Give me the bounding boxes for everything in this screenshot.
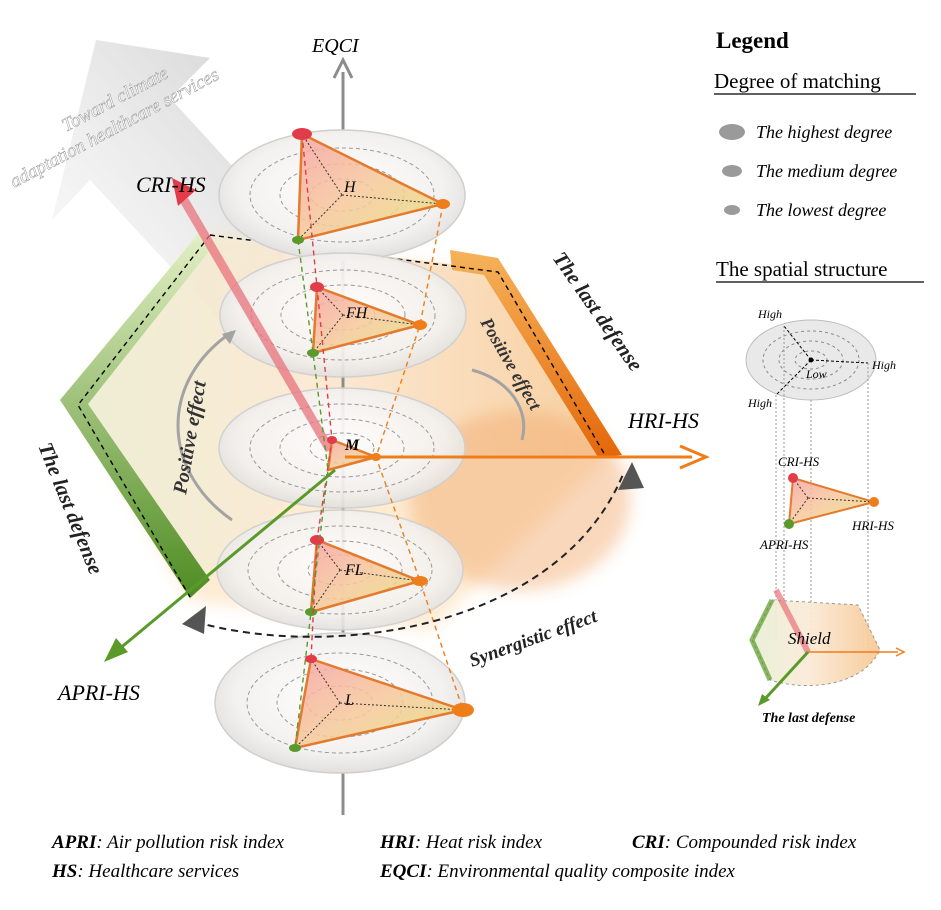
structure-high-top: High	[757, 307, 782, 321]
layer-label-m: M	[344, 437, 360, 454]
lowest-degree-label: The lowest degree	[756, 200, 886, 220]
definition-eqci: EQCI: Environmental quality composite in…	[380, 861, 735, 882]
layer-label-fh: FH	[345, 305, 369, 322]
synergistic-effect-arc	[195, 471, 625, 638]
apri-hs-arrowhead	[104, 638, 128, 662]
positive-effect-arrowhead-left	[222, 330, 236, 344]
structure-cri-label: CRI-HS	[778, 454, 820, 469]
structure-triangle	[784, 473, 879, 529]
shield-outline	[77, 234, 606, 598]
structure-title: The spatial structure	[716, 257, 887, 281]
last-defense-band-right	[450, 250, 622, 457]
legend-title: Legend	[716, 28, 789, 53]
definition-hri: HRI: Heat risk index	[380, 832, 543, 853]
layer-label-l: L	[344, 692, 354, 709]
triangle-fh	[307, 282, 427, 357]
eqci-arrowhead	[332, 56, 354, 79]
medium-degree-label: The medium degree	[756, 161, 897, 181]
triangle-l	[289, 655, 474, 752]
medium-degree-marker	[722, 165, 742, 177]
synergistic-effect-label: Synergistic effect	[467, 606, 601, 672]
definition-apri: APRI: Air pollution risk index	[52, 832, 284, 853]
structure-shield-label: Shield	[788, 629, 831, 648]
apri-hs-label: APRI-HS	[56, 680, 140, 705]
last-defense-band-left	[60, 232, 210, 598]
structure-low: Low	[805, 367, 827, 381]
structure-hri-label: HRI-HS	[851, 518, 894, 533]
cri-hs-axis	[180, 197, 334, 453]
lowest-degree-marker	[724, 205, 740, 215]
highest-degree-marker	[719, 124, 745, 140]
eqci-axis-label: EQCI	[311, 35, 360, 57]
definition-hs: HS: Healthcare services	[52, 861, 240, 882]
structure-disc	[745, 319, 877, 401]
triangle-fl	[305, 535, 428, 616]
structure-shield	[749, 588, 906, 706]
hri-hs-arrowhead	[679, 444, 710, 470]
layer-label-fl: FL	[344, 562, 364, 579]
structure-high-right: High	[871, 358, 896, 372]
layer-label-h: H	[343, 179, 357, 196]
apri-hs-axis	[117, 468, 336, 652]
structure-last-defense-label: The last defense	[762, 711, 855, 726]
cri-hs-arrowhead	[172, 178, 196, 206]
last-defense-label-left: The last defense	[33, 439, 108, 578]
cri-hs-label: CRI-HS	[136, 172, 206, 197]
positive-effect-arc-right	[471, 368, 526, 441]
last-defense-label-right: The last defense	[548, 247, 648, 375]
positive-effect-arc-left	[176, 330, 233, 522]
synergistic-arrowhead-left	[182, 606, 206, 634]
matching-title: Degree of matching	[714, 69, 881, 93]
synergistic-arrowhead-right	[618, 462, 644, 490]
definition-cri: CRI: Compounded risk index	[632, 832, 857, 853]
structure-high-bottom: High	[747, 396, 772, 410]
highest-degree-label: The highest degree	[756, 122, 892, 142]
structure-apri-label: APRI-HS	[759, 537, 809, 552]
hri-hs-label: HRI-HS	[627, 408, 699, 433]
triangle-h	[292, 128, 450, 244]
